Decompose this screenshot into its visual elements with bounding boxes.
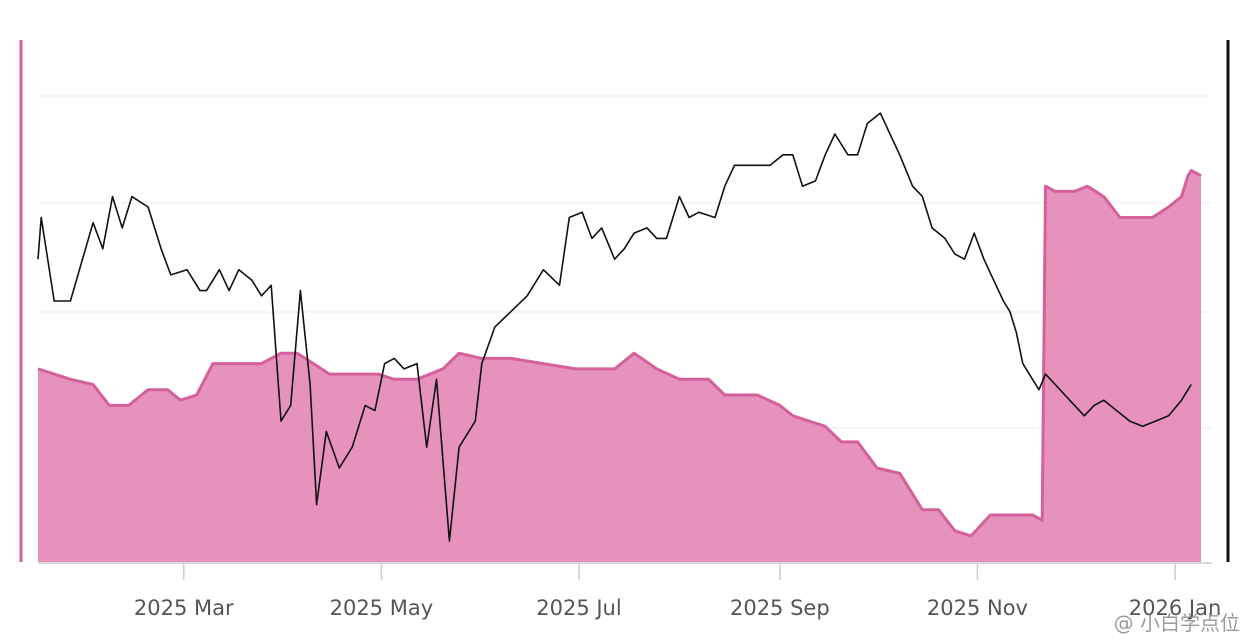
x-tick-label: 2025 May	[330, 596, 434, 620]
area-series	[37, 169, 1202, 562]
x-tick-label: 2025 Jul	[536, 596, 621, 620]
axes	[19, 40, 1230, 564]
price-line	[37, 112, 1192, 542]
x-tick-label: 2026 Jan	[1129, 596, 1222, 620]
area-outline	[37, 169, 1202, 538]
x-tick-label: 2025 Mar	[134, 596, 234, 620]
x-axis-ticks: 2025 Mar 2025 May 2025 Jul 2025 Sep 2025 Nov…	[134, 563, 1221, 620]
watermark: @ 小白学点位	[1113, 611, 1240, 635]
x-tick-label: 2025 Nov	[927, 596, 1028, 620]
x-tick-label: 2025 Sep	[730, 596, 830, 620]
line-series	[37, 112, 1192, 542]
